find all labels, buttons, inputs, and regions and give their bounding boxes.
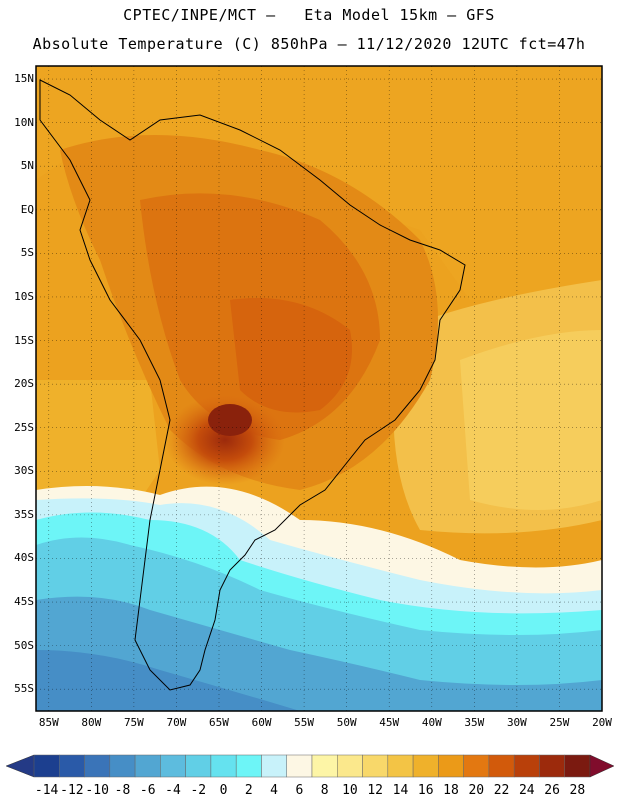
colorbar-swatch: [412, 754, 439, 778]
colorbar: [5, 754, 615, 778]
colorbar-swatch: [311, 754, 338, 778]
colorbar-swatch: [84, 754, 111, 778]
colorbar-swatch: [513, 754, 540, 778]
lon-tick-label: 65W: [209, 716, 229, 729]
colorbar-tick-label: -8: [114, 783, 131, 798]
lat-tick-label: 55S: [14, 682, 34, 696]
lon-tick-label: 75W: [123, 716, 144, 729]
lon-tick-label: 55W: [294, 716, 315, 729]
colorbar-tick-label: -10: [85, 783, 109, 798]
lat-tick-label: 10S: [14, 289, 34, 303]
colorbar-tick-label: -4: [165, 783, 181, 798]
colorbar-tick-label: 22: [493, 783, 510, 798]
lon-tick-label: 35W: [464, 716, 485, 729]
colorbar-tick-label: 16: [417, 783, 434, 798]
lon-tick-label: 85W: [38, 716, 59, 729]
lon-tick-label: 70W: [166, 716, 187, 729]
colorbar-swatch: [539, 754, 565, 778]
colorbar-tick-label: 4: [270, 783, 278, 798]
colorbar-tick-label: -6: [139, 783, 156, 798]
colorbar-tick-label: -14: [34, 783, 59, 798]
colorbar-swatch: [33, 754, 60, 778]
colorbar-swatch: [337, 754, 363, 778]
colorbar-tick-label: 2: [244, 783, 253, 798]
colorbar-high-arrow: [589, 754, 615, 778]
colorbar-tick-label: 20: [468, 783, 485, 798]
colorbar-tick-label: 10: [342, 783, 358, 798]
temperature-field: [36, 66, 602, 711]
lon-tick-label: 60W: [251, 716, 272, 729]
lat-tick-label: 15N: [14, 72, 34, 86]
colorbar-tick-label: 28: [569, 783, 586, 798]
lat-tick-label: 45S: [14, 595, 34, 609]
colorbar-swatch: [235, 754, 262, 778]
lat-tick-label: EQ: [20, 202, 34, 216]
lat-tick-label: 40S: [14, 551, 34, 565]
colorbar-tick-label: 12: [367, 783, 383, 798]
colorbar-tick-label: -12: [60, 783, 84, 798]
coastline: [39, 79, 466, 691]
colorbar-low-arrow: [5, 754, 35, 778]
colorbar-swatch: [261, 754, 287, 778]
lon-tick-label: 20W: [592, 716, 612, 729]
lon-tick-label: 45W: [379, 716, 400, 729]
colorbar-tick-label: 6: [295, 783, 304, 798]
lon-tick-label: 40W: [421, 716, 442, 729]
lon-tick-label: 80W: [81, 716, 102, 729]
lat-tick-label: 50S: [14, 638, 34, 652]
colorbar-swatch: [160, 754, 186, 778]
colorbar-swatch: [210, 754, 237, 778]
colorbar-swatch: [387, 754, 414, 778]
lon-tick-label: 50W: [336, 716, 357, 729]
lat-tick-label: 30S: [14, 464, 34, 478]
colorbar-swatch: [59, 754, 85, 778]
lat-tick-label: 5N: [20, 159, 34, 173]
lon-tick-label: 25W: [549, 716, 570, 729]
colorbar-swatch: [438, 754, 464, 778]
lat-tick-label: 5S: [20, 246, 34, 260]
title-line-1: CPTEC/INPE/MCT – Eta Model 15km – GFS: [123, 6, 495, 24]
map-frame: [35, 65, 603, 712]
colorbar-swatch: [362, 754, 389, 778]
colorbar-swatch: [185, 754, 212, 778]
colorbar-swatch: [286, 754, 313, 778]
colorbar-swatch: [564, 754, 591, 778]
lat-tick-label: 15S: [14, 333, 34, 347]
colorbar-tick-label: 24: [518, 783, 535, 798]
title-line-2: Absolute Temperature (C) 850hPa – 11/12/…: [32, 35, 586, 53]
colorbar-tick-label: 18: [443, 783, 459, 798]
colorbar-tick-label: 26: [544, 783, 560, 798]
lat-tick-label: 10N: [14, 115, 34, 129]
lat-tick-label: 35S: [14, 507, 34, 521]
colorbar-tick-label: 0: [219, 783, 228, 798]
colorbar-swatch: [488, 754, 515, 778]
colorbar-swatch: [463, 754, 490, 778]
colorbar-swatch: [134, 754, 161, 778]
colorbar-tick-label: 14: [392, 783, 409, 798]
colorbar-tick-label: 8: [320, 783, 329, 798]
lat-tick-label: 25S: [14, 420, 34, 434]
colorbar-swatch: [109, 754, 136, 778]
lon-tick-label: 30W: [506, 716, 527, 729]
lat-tick-label: 20S: [14, 377, 34, 391]
colorbar-tick-label: -2: [190, 783, 207, 798]
